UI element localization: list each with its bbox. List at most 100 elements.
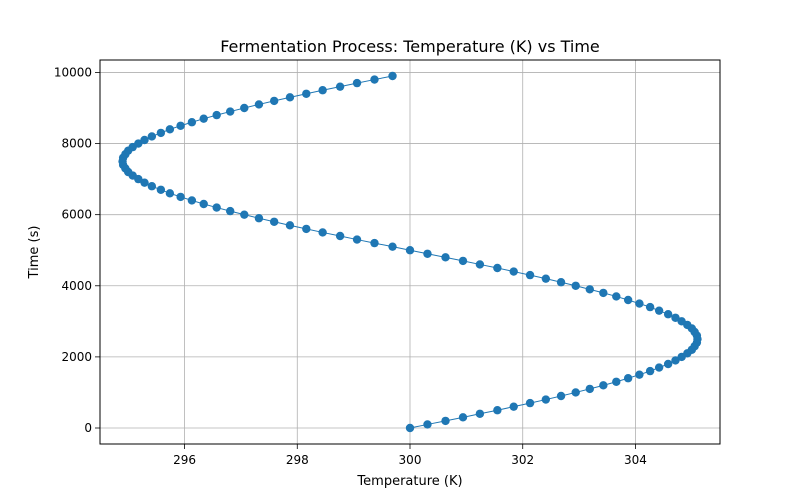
- data-point: [352, 78, 362, 88]
- data-point: [635, 299, 644, 308]
- data-point: [405, 246, 415, 255]
- data-point: [240, 103, 249, 113]
- data-point: [176, 121, 185, 130]
- data-point: [318, 86, 327, 95]
- data-point: [441, 416, 450, 426]
- data-point: [226, 107, 235, 116]
- data-point: [134, 139, 143, 148]
- data-point: [147, 132, 157, 141]
- data-point: [269, 96, 279, 106]
- data-point: [405, 423, 415, 433]
- data-point: [156, 128, 166, 138]
- data-point: [623, 295, 633, 305]
- data-point: [654, 363, 664, 372]
- data-point: [423, 249, 432, 258]
- y-tick-label: 0: [84, 421, 92, 435]
- data-point: [165, 125, 175, 134]
- data-point: [254, 100, 264, 109]
- data-point: [165, 189, 175, 198]
- data-point: [509, 267, 518, 276]
- y-axis-label: Time (s): [27, 226, 42, 280]
- data-point: [187, 196, 197, 205]
- data-point: [475, 409, 485, 418]
- data-point: [212, 203, 221, 212]
- data-point: [302, 224, 311, 234]
- y-tick-label: 10000: [54, 65, 92, 79]
- data-point: [663, 359, 673, 369]
- data-point: [147, 182, 157, 191]
- data-point: [556, 278, 566, 287]
- x-tick-label: 304: [624, 453, 647, 467]
- data-point: [585, 384, 594, 394]
- data-point: [285, 221, 295, 230]
- data-point: [571, 281, 580, 290]
- data-point: [458, 413, 468, 422]
- y-tick-label: 2000: [61, 350, 92, 364]
- data-point: [677, 317, 686, 326]
- data-point: [352, 235, 362, 244]
- y-axis-ticks: 0 2000 4000 6000 8000 10000: [54, 65, 100, 435]
- data-point: [663, 310, 673, 319]
- data-point: [199, 114, 208, 123]
- x-axis-label: Temperature (K): [356, 474, 462, 489]
- data-point: [269, 217, 279, 226]
- data-point: [493, 406, 502, 415]
- y-tick-label: 4000: [61, 279, 92, 293]
- data-point: [599, 288, 608, 298]
- data-point: [423, 420, 432, 429]
- data-point: [441, 253, 450, 262]
- data-point: [370, 238, 379, 248]
- data-point: [623, 374, 633, 383]
- data-point: [635, 370, 644, 379]
- data-point: [254, 214, 264, 223]
- data-point: [571, 388, 580, 397]
- data-point: [187, 118, 197, 127]
- data-point: [140, 178, 149, 187]
- x-axis-ticks: 296 298 300 302 304: [173, 444, 647, 467]
- series-line: [122, 75, 698, 429]
- data-point: [226, 206, 235, 216]
- data-point: [156, 185, 166, 194]
- data-point: [493, 263, 502, 273]
- data-point: [335, 231, 345, 241]
- x-tick-label: 300: [399, 453, 422, 467]
- data-point: [509, 402, 518, 411]
- y-tick-label: 8000: [61, 137, 92, 151]
- data-point: [285, 93, 295, 102]
- data-point: [335, 82, 345, 91]
- data-point: [525, 398, 535, 408]
- y-tick-label: 6000: [61, 208, 92, 222]
- x-tick-label: 302: [511, 453, 534, 467]
- data-point: [645, 302, 655, 312]
- data-point: [240, 210, 249, 219]
- data-point: [671, 356, 680, 365]
- data-point: [599, 381, 608, 390]
- data-point: [475, 260, 485, 269]
- data-series: [118, 71, 702, 433]
- data-point: [212, 110, 221, 120]
- data-point: [645, 366, 655, 376]
- data-point: [612, 292, 621, 301]
- data-point: [388, 71, 397, 81]
- x-tick-label: 298: [286, 453, 309, 467]
- data-point: [654, 306, 664, 315]
- data-point: [541, 274, 551, 283]
- data-point: [176, 192, 185, 202]
- data-point: [671, 313, 680, 322]
- data-point: [140, 135, 149, 145]
- x-tick-label: 296: [173, 453, 196, 467]
- data-point: [585, 285, 594, 294]
- data-point: [458, 256, 468, 266]
- data-point: [318, 228, 327, 237]
- chart-title: Fermentation Process: Temperature (K) vs…: [220, 37, 600, 56]
- data-point: [525, 270, 535, 280]
- data-point: [388, 242, 397, 251]
- data-point: [199, 199, 208, 209]
- data-point: [556, 391, 566, 401]
- data-point: [370, 75, 379, 84]
- data-point: [612, 377, 621, 386]
- data-point: [302, 89, 311, 98]
